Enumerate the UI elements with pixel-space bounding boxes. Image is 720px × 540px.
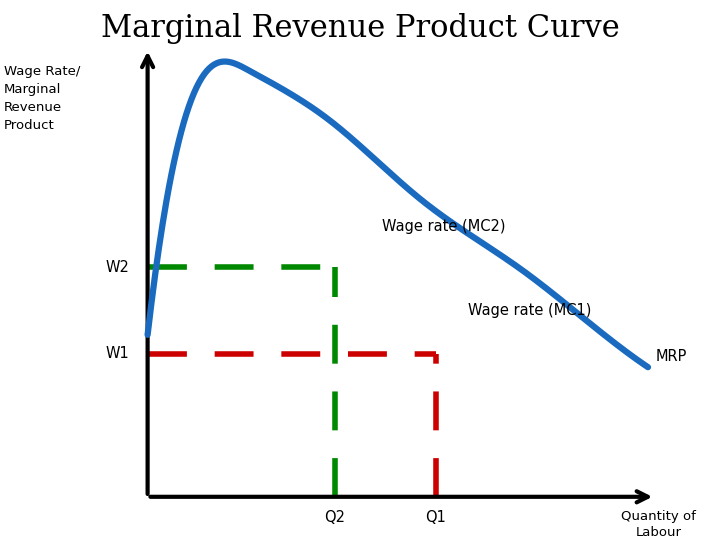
Text: Marginal Revenue Product Curve: Marginal Revenue Product Curve	[101, 14, 619, 44]
Text: W2: W2	[106, 260, 130, 275]
Text: Wage rate (MC1): Wage rate (MC1)	[468, 303, 591, 318]
Text: Wage Rate/
Marginal
Revenue
Product: Wage Rate/ Marginal Revenue Product	[4, 65, 80, 132]
Text: Q2: Q2	[324, 510, 346, 525]
Text: Q1: Q1	[426, 510, 446, 525]
Text: Wage rate (MC2): Wage rate (MC2)	[382, 219, 505, 234]
Text: MRP: MRP	[655, 349, 687, 364]
Text: W1: W1	[106, 346, 130, 361]
Text: Quantity of
Labour: Quantity of Labour	[621, 510, 696, 539]
